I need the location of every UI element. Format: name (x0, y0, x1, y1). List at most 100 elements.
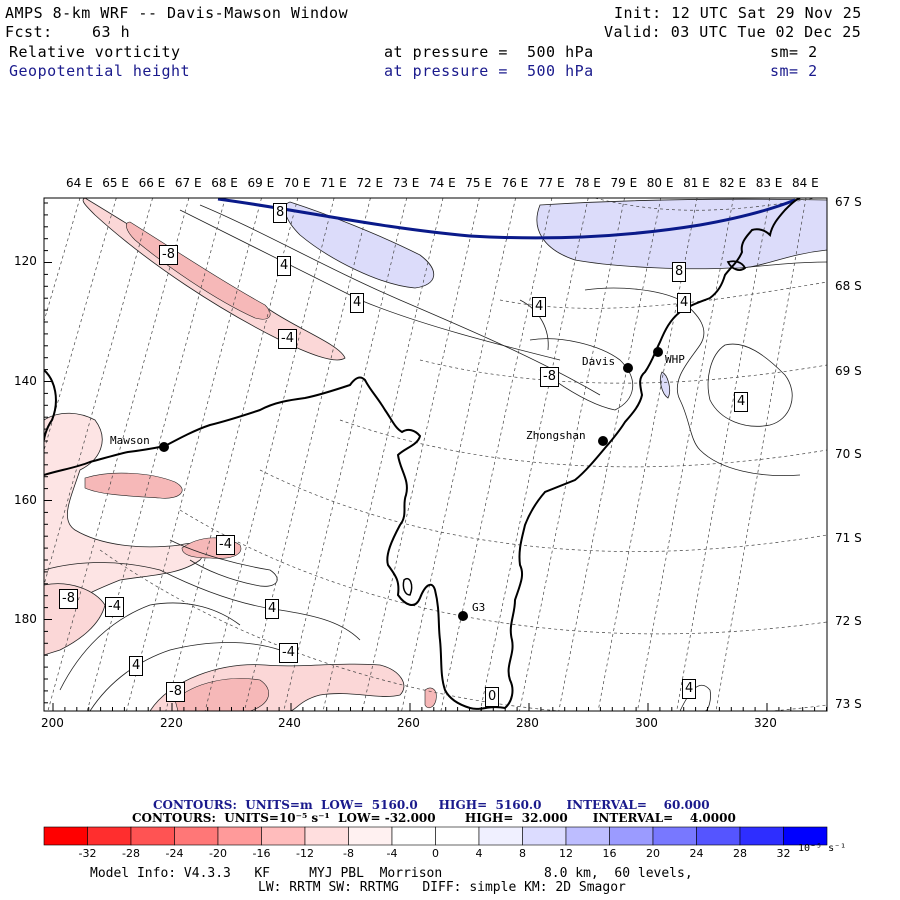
contour-label: -4 (216, 535, 235, 555)
longitude-label: 83 E (755, 176, 783, 190)
init-time: Init: 12 UTC Sat 29 Nov 25 (614, 4, 862, 22)
contour-label: -8 (159, 245, 178, 265)
positive-vorticity-area (660, 371, 670, 399)
colorbar-label: 28 (733, 847, 747, 860)
contour-line (169, 539, 278, 587)
longitude-line (479, 198, 589, 711)
contour-line (584, 287, 801, 476)
colorbar-swatch (565, 826, 610, 846)
colorbar-swatch (348, 826, 393, 846)
contour-line (739, 261, 827, 269)
station-label-zhongshan: Zhongshan (526, 429, 586, 442)
x-tick-label: 220 (160, 716, 183, 730)
colorbar-swatch (43, 826, 88, 846)
colorbar-label: -32 (78, 847, 97, 860)
colorbar-label: -16 (252, 847, 271, 860)
latitude-label: 72 S (835, 614, 862, 628)
colorbar-swatch (304, 826, 349, 846)
colorbar-swatch (261, 826, 306, 846)
longitude-label: 68 E (211, 176, 238, 190)
colorbar-label: 16 (602, 847, 617, 860)
contour-label: -8 (540, 367, 559, 387)
contour-label: 4 (532, 297, 547, 317)
forecast-label: Fcst: (5, 23, 53, 41)
positive-vorticity-area (284, 201, 435, 289)
colorbar-swatch (217, 826, 262, 846)
longitude-label: 78 E (574, 176, 601, 190)
field2-smoothing: sm= 2 (770, 62, 818, 80)
longitude-label: 71 E (320, 176, 347, 190)
longitude-label: 77 E (537, 176, 565, 190)
longitude-line (44, 198, 153, 587)
longitude-line (361, 198, 480, 711)
contour-label: 4 (350, 293, 365, 313)
longitude-line (244, 198, 371, 711)
colorbar-label: 8 (519, 847, 526, 860)
contour-label: 4 (277, 256, 292, 276)
longitude-label: 72 E (356, 176, 384, 190)
longitude-line (165, 198, 299, 711)
colorbar-swatch (435, 826, 480, 846)
contour-label: 4 (265, 599, 280, 619)
contour-label: 4 (734, 392, 749, 412)
negative-vorticity-area (126, 221, 271, 320)
longitude-label: 65 E (102, 176, 129, 190)
field1-name: Relative vorticity (9, 43, 181, 61)
longitude-line (283, 198, 408, 711)
x-tick-label: 240 (278, 716, 301, 730)
station-markers (159, 347, 663, 621)
longitude-label: 82 E (719, 176, 747, 190)
colorbar-swatch (783, 826, 828, 846)
contour-line (519, 299, 549, 351)
axis-ticks (44, 202, 827, 711)
colorbar-swatch (87, 826, 132, 846)
longitude-line (322, 198, 444, 711)
station-marker-g3 (458, 611, 468, 621)
contour-line (707, 343, 793, 427)
colorbar-label: -20 (209, 847, 227, 860)
colorbar-label: -12 (296, 847, 314, 860)
colorbar-label: -8 (343, 847, 354, 860)
contour-label: 8 (273, 203, 288, 223)
contour-line (44, 562, 361, 641)
colorbar-label: -28 (122, 847, 140, 860)
y-tick-label: 120 (14, 254, 37, 268)
colorbar-swatch (391, 826, 436, 846)
station-marker-mawson (159, 442, 169, 452)
y-tick-label: 160 (14, 493, 37, 507)
colorbar-swatch (522, 826, 567, 846)
station-label-mawson: Mawson (110, 434, 150, 447)
map-title: AMPS 8-km WRF -- Davis-Mawson Window (5, 4, 349, 22)
contour-label: -8 (166, 682, 185, 702)
longitude-line (637, 198, 734, 711)
longitude-line (86, 198, 226, 711)
longitude-line (126, 198, 262, 711)
colorbar-label: 20 (646, 847, 660, 860)
geopotential-height-contour (217, 198, 796, 240)
colorbar-label: -4 (386, 847, 398, 860)
longitude-label: 76 E (501, 176, 529, 190)
longitude-label: 69 E (247, 176, 275, 190)
longitude-label: 81 E (683, 176, 710, 190)
colorbar-label: 24 (689, 847, 704, 860)
contour-label: -4 (105, 597, 124, 617)
x-tick-label: 280 (516, 716, 539, 730)
x-tick-label: 320 (754, 716, 777, 730)
colorbar-label: 32 (776, 847, 791, 860)
contours-vorticity: CONTOURS: UNITS=10⁻⁵ s⁻¹ LOW= -32.000 HI… (132, 811, 736, 825)
colorbar-units: 10⁻⁵ s⁻¹ (798, 843, 847, 854)
y-tick-label: 140 (14, 374, 37, 388)
colorbar-swatch (130, 826, 175, 846)
station-label-davis: Davis (582, 355, 616, 368)
colorbar-swatch (174, 826, 219, 846)
map-frame (43, 197, 828, 712)
contours-geopotential: CONTOURS: UNITS=m LOW= 5160.0 HIGH= 5160… (153, 798, 710, 812)
contour-line (89, 642, 281, 711)
valid-time: Valid: 03 UTC Tue 02 Dec 25 (604, 23, 862, 41)
latitude-label: 68 S (835, 279, 862, 293)
station-marker-zhongshan (598, 436, 608, 446)
x-tick-label: 300 (635, 716, 658, 730)
field2-level: at pressure = 500 hPa (384, 62, 594, 80)
station-marker-davis (623, 363, 633, 373)
field1-level: at pressure = 500 hPa (384, 43, 594, 61)
